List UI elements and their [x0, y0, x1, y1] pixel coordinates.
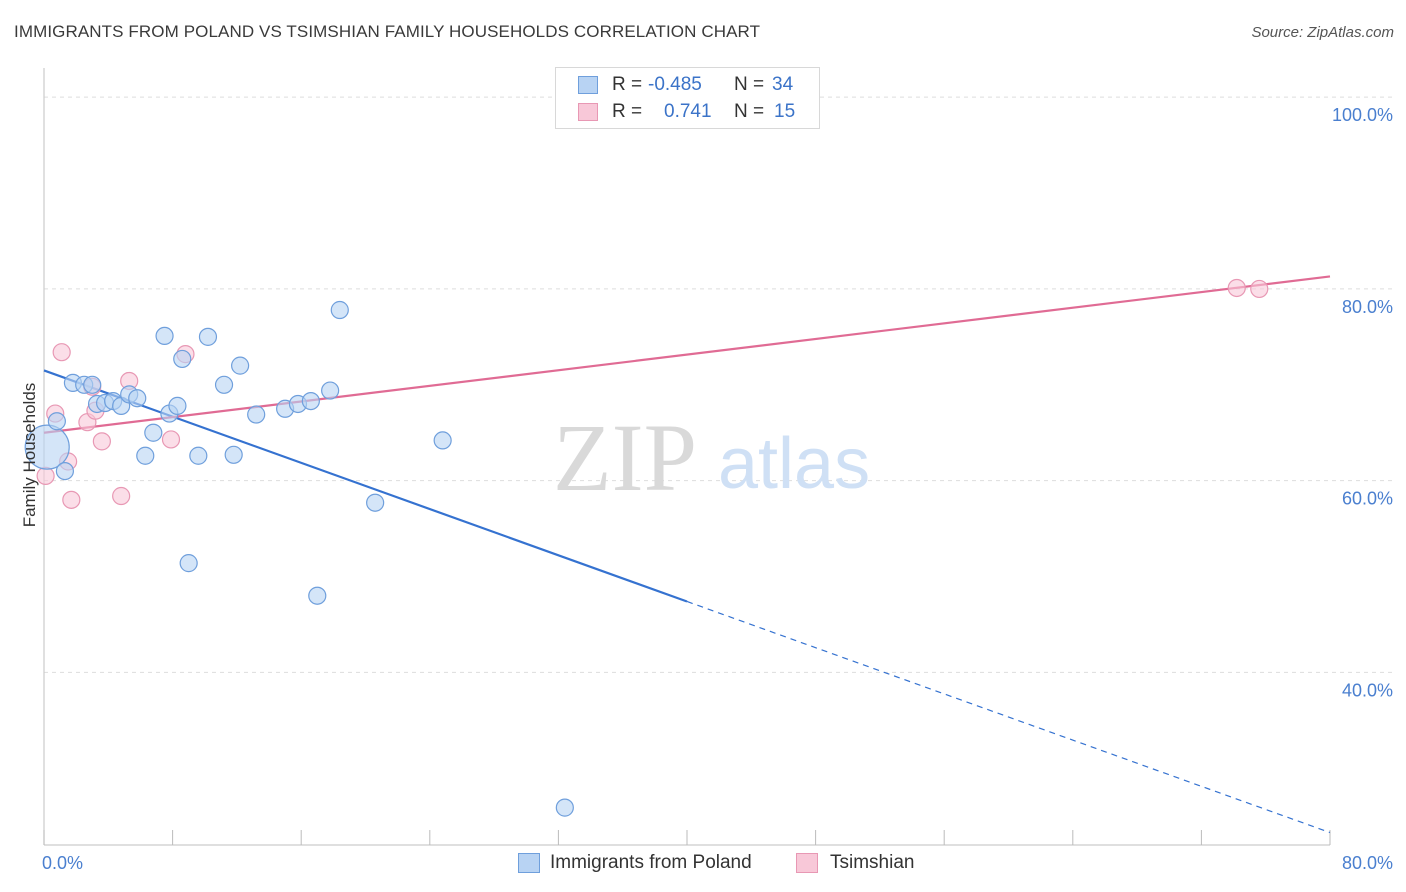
legend-r-value: 0.741: [664, 101, 712, 122]
bottom-legend-swatch-blue: [518, 853, 540, 873]
point-tsimshian: [1227, 278, 1246, 298]
point-poland: [555, 798, 574, 817]
watermark-atlas: atlas: [718, 424, 870, 504]
watermark-zip: ZIP: [553, 404, 697, 511]
point-poland: [308, 586, 327, 605]
point-poland: [83, 375, 102, 394]
point-poland: [321, 381, 340, 400]
y-tick-label: 100.0%: [1332, 105, 1393, 125]
stats-legend: R = -0.485 N = 34 R = 0.741 N = 15: [555, 67, 820, 129]
bottom-legend-swatch-pink: [796, 853, 818, 873]
point-poland: [55, 461, 74, 481]
point-poland: [301, 391, 320, 411]
point-poland: [231, 356, 250, 375]
y-tick-label: 80.0%: [1342, 297, 1393, 317]
y-tick-label: 40.0%: [1342, 680, 1393, 700]
legend-r-value: -0.485: [648, 74, 702, 95]
point-poland: [179, 554, 198, 573]
bottom-legend-label-tsimshian: Tsimshian: [830, 852, 915, 873]
y-tick-label: 60.0%: [1342, 489, 1393, 509]
point-poland: [214, 375, 234, 394]
point-poland: [366, 493, 385, 512]
watermark: ZIP atlas: [553, 404, 870, 511]
legend-r-label: R =: [612, 74, 643, 95]
point-tsimshian: [161, 430, 181, 449]
point-tsimshian: [52, 343, 71, 362]
legend-n-value: 34: [772, 74, 794, 95]
legend-swatch-pink: [578, 103, 598, 121]
bottom-legend-label-poland: Immigrants from Poland: [550, 852, 752, 873]
trendline-poland-extrapolated: [686, 600, 1331, 834]
y-axis-title: Family Households: [20, 383, 39, 528]
point-tsimshian: [112, 486, 131, 506]
point-poland: [330, 300, 349, 320]
x-tick-label: 0.0%: [42, 853, 83, 873]
point-poland: [433, 431, 452, 450]
point-tsimshian: [92, 432, 111, 451]
source-credit: Source: ZipAtlas.com: [1251, 24, 1394, 41]
legend-n-label: N =: [734, 101, 765, 122]
legend-n-label: N =: [734, 74, 765, 95]
point-tsimshian: [36, 466, 55, 485]
point-poland: [136, 446, 155, 465]
point-tsimshian: [1250, 279, 1269, 299]
grid-layer: [44, 96, 1392, 673]
point-poland: [144, 423, 163, 442]
legend-swatch-blue: [578, 76, 598, 94]
point-poland: [189, 446, 208, 465]
point-poland: [173, 349, 192, 369]
point-poland: [155, 326, 174, 346]
label-layer: 100.0% 80.0% 60.0% 40.0% 0.0% 80.0% Family Hou…: [20, 105, 1393, 873]
point-poland: [47, 412, 66, 431]
trendline-poland: [43, 369, 688, 603]
point-poland: [128, 389, 147, 408]
point-tsimshian: [62, 490, 81, 509]
point-poland: [24, 424, 70, 470]
point-poland: [198, 327, 218, 346]
legend-n-value: 15: [774, 101, 796, 122]
legend-r-label: R =: [612, 101, 643, 122]
point-poland: [168, 396, 187, 415]
point-poland: [224, 445, 243, 464]
chart-title: IMMIGRANTS FROM POLAND VS TSIMSHIAN FAMI…: [14, 22, 761, 41]
x-tick-label: 80.0%: [1342, 853, 1393, 873]
point-layer: [24, 278, 1269, 817]
point-poland: [247, 405, 266, 424]
